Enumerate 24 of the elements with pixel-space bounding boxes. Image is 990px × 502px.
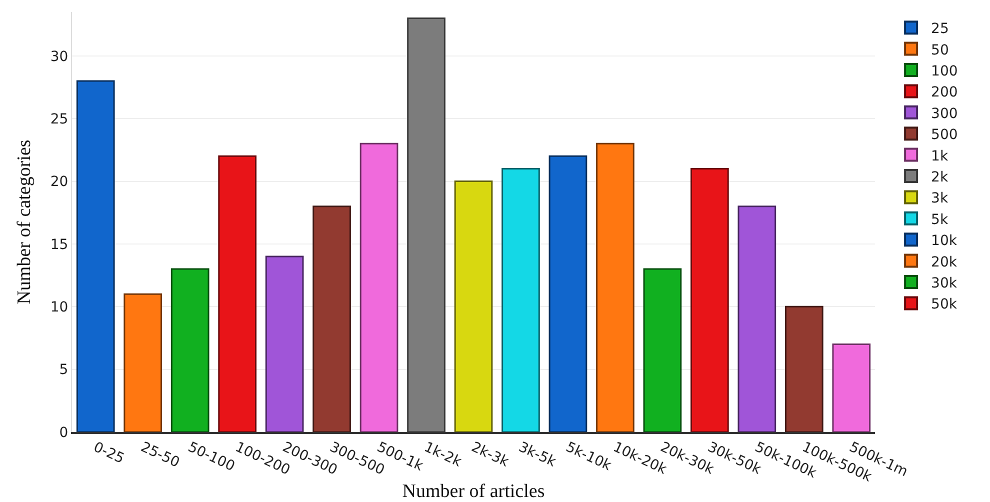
legend-label: 25 <box>931 21 949 38</box>
y-tick-label: 10 <box>50 300 68 316</box>
legend-label: 20k <box>931 254 958 270</box>
legend-label: 30k <box>931 275 958 292</box>
x-axis-title: Number of articles <box>402 481 545 502</box>
y-tick-label: 5 <box>59 362 68 378</box>
y-tick-label: 30 <box>50 48 68 65</box>
legend-label: 100 <box>931 63 958 80</box>
legend-label: 50k <box>931 296 958 313</box>
y-axis-title: Number of categories <box>14 140 36 304</box>
legend-label: 2k <box>931 169 949 186</box>
legend-label: 500 <box>931 127 958 144</box>
y-tick-label: 25 <box>50 111 68 128</box>
legend-label: 10k <box>931 233 958 250</box>
y-tick-label: 0 <box>59 424 68 441</box>
y-tick-label: 15 <box>50 236 68 253</box>
x-tick-label: 0-25 <box>90 439 127 468</box>
legend-label: 1k <box>931 148 949 164</box>
legend-label: 5k <box>931 212 949 228</box>
legend-label: 200 <box>931 84 958 101</box>
legend-label: 3k <box>931 190 949 207</box>
legend-label: 50 <box>931 42 949 58</box>
y-tick-label: 20 <box>50 174 68 190</box>
legend-label: 300 <box>931 106 958 122</box>
